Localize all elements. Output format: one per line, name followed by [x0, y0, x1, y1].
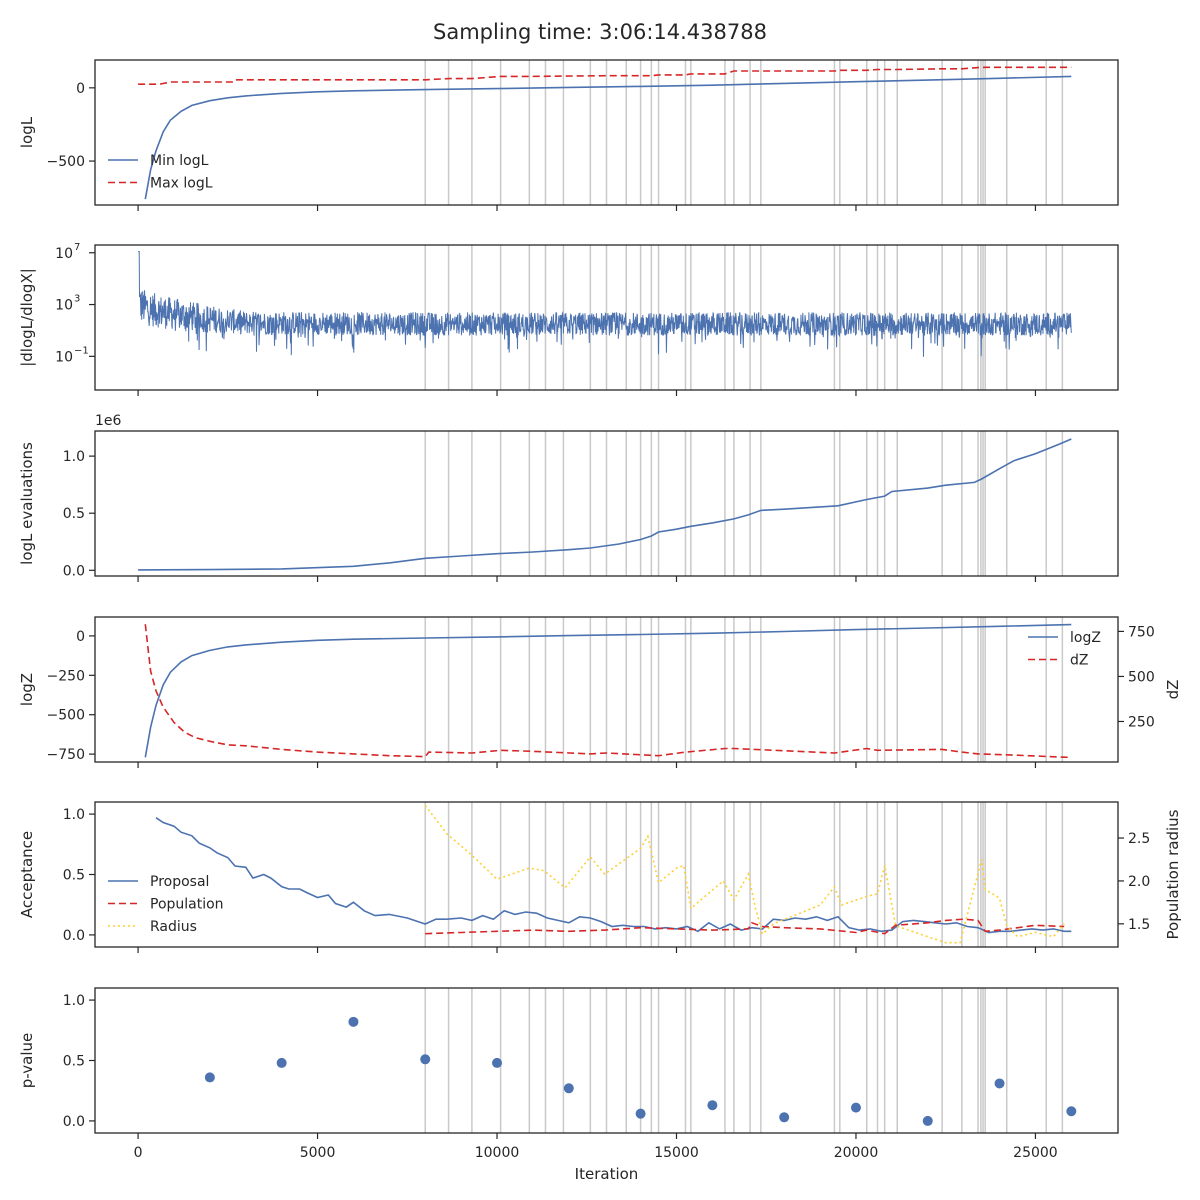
- panel-3: 1.0 0.5 0.0 logL evaluations 1e6: [18, 413, 1119, 582]
- y-axis-label: logL: [18, 116, 36, 148]
- legend-label: Max logL: [150, 176, 213, 192]
- panel-6: 0 5000 10000 15000 20000 25000 1.0 0.5 0.0 p-valu…: [18, 987, 1119, 1183]
- series-line-dz: [144, 624, 1072, 759]
- y-tick-label: 1.0: [63, 993, 85, 1009]
- x-tick-label: 0: [134, 1145, 143, 1161]
- y-tick-label: 1.0: [63, 449, 85, 465]
- y2-axis-label: Population radius: [1164, 809, 1182, 939]
- panel-4: 0 −250 −500 −750 750 500 250 logZ dZ logZ dZ: [18, 616, 1182, 768]
- x-tick-label: 15000: [654, 1145, 699, 1161]
- y-tick-label: −250: [47, 668, 85, 684]
- y-axis-label: logZ: [18, 673, 36, 706]
- legend-label: Population: [150, 897, 224, 913]
- series-line-min-logl: [144, 75, 1072, 200]
- legend-label: Radius: [150, 919, 197, 935]
- y-tick-exponent: −1: [74, 345, 89, 356]
- y2-tick-label: 2.5: [1128, 831, 1150, 847]
- axes-frame: [94, 244, 1119, 391]
- y-offset-text: 1e6: [95, 413, 122, 429]
- x-tick-label: 10000: [475, 1145, 520, 1161]
- p-value-point: [994, 1078, 1005, 1089]
- legend-label: Proposal: [150, 874, 209, 890]
- y-tick-label: 0.5: [63, 1054, 85, 1070]
- y-tick-label: −500: [47, 154, 85, 170]
- legend: logZ dZ: [1028, 630, 1101, 669]
- panel-2: 10 710 310 −1|dlogL/dlogX|: [18, 242, 1119, 396]
- p-value-point: [707, 1100, 718, 1111]
- series-line-logz: [144, 623, 1072, 758]
- legend: Proposal Population Radius: [108, 874, 224, 935]
- x-tick-label: 25000: [1013, 1145, 1058, 1161]
- series-line-panel-3: [138, 438, 1072, 571]
- y2-tick-label: 250: [1128, 714, 1155, 730]
- y-axis-label: p-value: [18, 1033, 36, 1089]
- y-tick-exponent: 3: [74, 294, 80, 305]
- x-tick-label: 5000: [300, 1145, 336, 1161]
- y-tick-label: 0.0: [63, 928, 85, 944]
- p-value-point: [492, 1057, 503, 1068]
- y2-tick-label: 750: [1128, 624, 1155, 640]
- legend: Min logL Max logL: [108, 153, 213, 192]
- y2-axis-label: dZ: [1164, 680, 1182, 700]
- p-value-point: [779, 1112, 790, 1123]
- legend-label: Min logL: [150, 153, 209, 169]
- p-value-point: [420, 1054, 431, 1065]
- axes-frame: [94, 59, 1119, 206]
- legend-label: logZ: [1070, 630, 1101, 646]
- p-value-point: [850, 1102, 861, 1113]
- y-tick-label: 0.5: [63, 868, 85, 884]
- y-tick-label: 1.0: [63, 807, 85, 823]
- y-tick-label: 0: [76, 81, 85, 97]
- legend-label: dZ: [1070, 653, 1088, 669]
- series-line-population: [425, 918, 1065, 935]
- y-axis-label: logL evaluations: [18, 442, 36, 565]
- axes-frame: [94, 430, 1119, 577]
- panel-5: 1.0 0.5 0.0 2.5 2.0 1.5 Acceptance Population r…: [18, 801, 1182, 953]
- p-value-point: [635, 1108, 646, 1119]
- p-value-point: [348, 1016, 359, 1027]
- y-tick-label: 0.0: [63, 1114, 85, 1130]
- y-tick-label: 0.5: [63, 506, 85, 522]
- p-value-point: [1066, 1106, 1077, 1117]
- y-tick-label: −750: [47, 747, 85, 763]
- y-tick-label: 10: [55, 246, 73, 262]
- y2-tick-label: 500: [1128, 669, 1155, 685]
- y-axis-label: Acceptance: [18, 831, 36, 918]
- x-axis-label: Iteration: [575, 1165, 639, 1183]
- y2-tick-label: 1.5: [1128, 917, 1150, 933]
- y-axis-label: |dlogL/dlogX|: [18, 268, 36, 367]
- p-value-point: [204, 1072, 215, 1083]
- panel-1: 0 −500 logL Min logL Max logL: [18, 59, 1119, 211]
- y-tick-label: −500: [47, 708, 85, 724]
- p-value-point: [276, 1057, 287, 1068]
- x-tick-label: 20000: [834, 1145, 879, 1161]
- y-tick-label: 10: [55, 349, 73, 365]
- series-line-proposal: [155, 817, 1072, 934]
- series-line-radius: [424, 804, 1065, 944]
- y-tick-label: 10: [55, 298, 73, 314]
- dlogl-series-line: [138, 251, 1072, 357]
- y-tick-exponent: 7: [74, 242, 80, 253]
- y-tick-label: 0: [76, 629, 85, 645]
- y2-tick-label: 2.0: [1128, 874, 1150, 890]
- p-value-point: [563, 1083, 574, 1094]
- y-tick-label: 0.0: [63, 563, 85, 579]
- axes-frame: [94, 616, 1119, 763]
- figure-title: Sampling time: 3:06:14.438788: [433, 20, 767, 44]
- series-line-max-logl: [138, 66, 1072, 85]
- p-value-point: [922, 1115, 933, 1126]
